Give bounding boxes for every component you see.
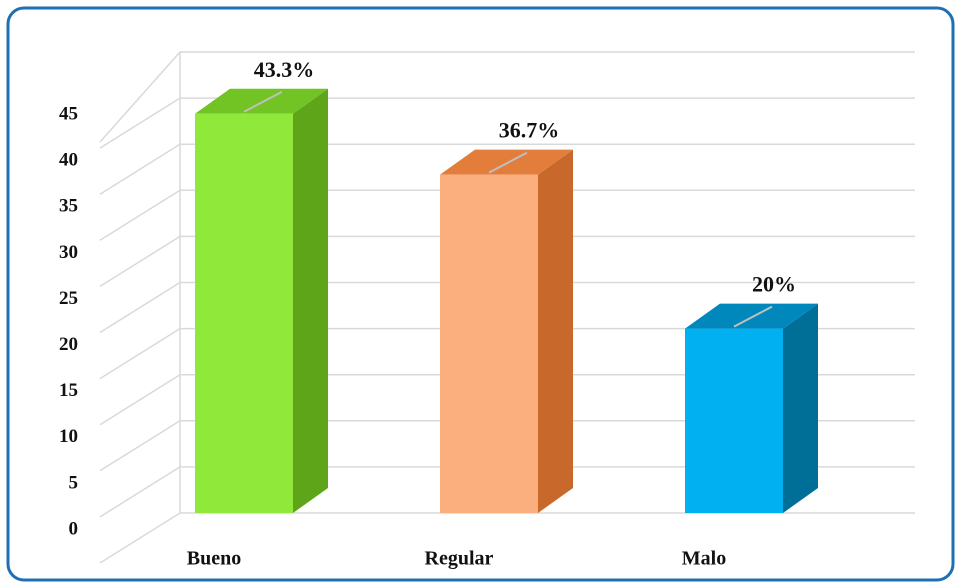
grid-line-diag: [99, 143, 181, 195]
y-tick-label: 15: [59, 380, 78, 401]
x-tick-label: Regular: [425, 548, 494, 570]
y-tick-label: 40: [59, 150, 78, 171]
grid-line-diag: [99, 97, 181, 149]
bar-top: [195, 88, 328, 114]
bar-side: [293, 88, 328, 514]
grid-line-diag: [99, 512, 181, 564]
bar: [440, 174, 538, 513]
bar-side: [538, 149, 573, 513]
grid-line-diag: [99, 189, 181, 241]
grid-line-diag: [99, 327, 181, 380]
bar-top: [440, 149, 573, 175]
leader-line: [243, 90, 283, 113]
grid-line-diag: [99, 281, 181, 334]
value-label: 36.7%: [499, 118, 560, 143]
leader-line: [488, 151, 528, 174]
bar: [195, 113, 293, 514]
grid-line-diag: [99, 374, 181, 426]
y-tick-label: 10: [59, 426, 78, 447]
y-tick-label: 45: [59, 103, 78, 124]
x-tick-label: Malo: [682, 548, 726, 570]
y-tick-label: 25: [59, 288, 78, 309]
leader-line: [733, 305, 773, 328]
bar-top: [685, 303, 818, 329]
bar: [685, 328, 783, 513]
bar-side: [783, 303, 818, 513]
y-tick-label: 5: [69, 472, 79, 493]
grid-line-diag: [99, 420, 181, 472]
grid-line-diag: [99, 235, 181, 288]
y-tick-label: 20: [59, 334, 78, 355]
y-tick-label: 35: [59, 196, 78, 217]
grid-line-diag: [99, 466, 181, 518]
y-tick-label: 0: [69, 518, 79, 539]
value-label: 20%: [752, 272, 796, 297]
wall-top-diag: [99, 51, 181, 143]
value-label: 43.3%: [254, 57, 315, 82]
x-tick-label: Bueno: [187, 548, 241, 570]
y-tick-label: 30: [59, 242, 78, 263]
